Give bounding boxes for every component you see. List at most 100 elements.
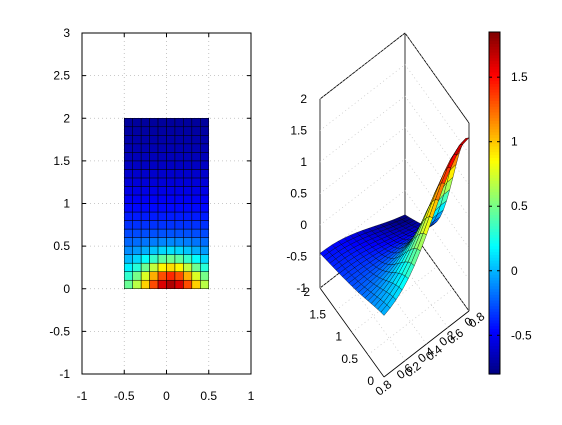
heatmap-cell [157,160,167,170]
heatmap-y-tick-label: 1 [63,197,70,211]
heatmap-y-tick-label: 2 [63,111,70,125]
heatmap-cell [174,143,184,153]
heatmap-cell [157,126,167,136]
heatmap-cell [140,169,150,179]
colorbar-band [489,368,500,372]
heatmap-cell [183,262,193,272]
heatmap-cell [183,169,193,179]
colorbar-band [489,279,500,284]
heatmap-cell [174,211,184,221]
colorbar-band [489,311,500,315]
heatmap-cell [149,126,159,136]
heatmap-cell [157,177,167,187]
surface-z-tick-label: 0 [300,218,307,232]
heatmap-cell [140,160,150,170]
colorbar-band [489,157,500,161]
heatmap-cell [183,160,193,170]
colorbar-band [489,254,500,258]
heatmap-cell [132,118,142,128]
heatmap-cell [157,135,167,145]
heatmap-cell [140,126,150,136]
colorbar-band [489,299,500,304]
heatmap-y-tick-label: 0.5 [53,239,70,253]
heatmap-cell [183,186,193,196]
colorbar-band [489,214,500,218]
heatmap-cell [183,203,193,213]
heatmap-x-tick-labels: -1 -0.5 0 0.5 1 [77,389,255,403]
heatmap-cell [132,152,142,162]
heatmap-cell [191,186,201,196]
heatmap-cell [124,279,133,290]
heatmap-cell [132,237,142,247]
colorbar-band [489,97,500,101]
colorbar-band [489,251,500,255]
heatmap-cell [200,169,210,179]
heatmap-cell [200,245,210,255]
heatmap-cell [200,262,210,272]
colorbar-band [489,114,500,119]
heatmap-cell [166,160,176,170]
heatmap-cell [191,237,201,247]
heatmap-cell [132,203,142,213]
surface-x-tick-label: 0.8 [373,377,395,399]
heatmap-cell [183,220,193,230]
heatmap-cell [174,254,184,264]
colorbar-band [489,171,500,176]
colorbar-band [489,288,500,292]
heatmap-cell [124,118,133,128]
heatmap-cell [183,211,193,221]
heatmap-cell [132,186,142,196]
surface-z-tick-label: 2 [300,92,307,106]
heatmap-y-tick-labels: -1 -0.5 0 0.5 1 1.5 2 2.5 3 [49,26,70,381]
colorbar-band [489,46,500,50]
heatmap-cell [174,228,184,238]
surface-back-grid [319,95,406,163]
colorbar-band [489,271,500,275]
colorbar-band [489,54,500,59]
colorbar-band [489,354,500,358]
heatmap-cell [200,160,210,170]
heatmap-cell [132,262,142,272]
colorbar-band [489,111,500,116]
colorbar-band [489,160,500,164]
heatmap-cell [191,211,201,221]
heatmap-cell [200,237,210,247]
colorbar-band [489,203,500,207]
heatmap-x-tick-label: -0.5 [114,389,135,403]
colorbar-band [489,319,500,324]
heatmap-cell [191,135,201,145]
heatmap-y-tick-label: -0.5 [49,324,70,338]
heatmap-cell [149,203,159,213]
heatmap-cell [183,194,193,204]
colorbar-band [489,245,500,250]
heatmap-cell [149,169,159,179]
heatmap-cell [149,254,159,264]
colorbar-band [489,331,500,335]
heatmap-cell [124,126,133,136]
heatmap-cell [200,194,210,204]
heatmap-cell [132,126,142,136]
colorbar-band [489,108,500,113]
heatmap-x-tick-label: -1 [77,389,88,403]
colorbar-band [489,94,500,99]
colorbar-band [489,32,500,36]
colorbar-band [489,191,500,196]
heatmap-cell [183,152,193,162]
colorbar-band [489,80,500,84]
heatmap-cell [174,220,184,230]
heatmap-cell [200,220,210,230]
colorbar-band [489,183,500,187]
colorbar-frame [488,31,501,375]
heatmap-cell [200,177,210,187]
surface-tick-labels: -1-0.500.511.5200.511.520.80.60.40.200.2… [286,92,487,399]
heatmap-cell [166,220,176,230]
heatmap-cell [183,237,193,247]
colorbar-band [489,217,500,221]
colorbar-band [489,248,500,253]
colorbar-band [489,334,500,338]
colorbar-band [489,103,500,107]
colorbar-band [489,123,500,127]
colorbar-band [489,51,500,56]
colorbar-band [489,345,500,349]
heatmap-cell [140,254,150,264]
